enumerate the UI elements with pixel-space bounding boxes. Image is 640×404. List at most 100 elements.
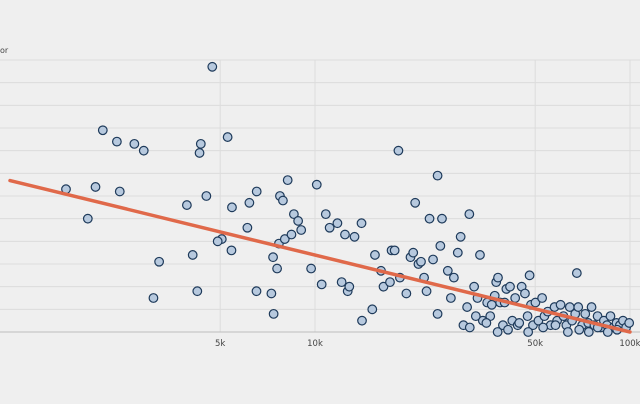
data-point bbox=[90, 182, 101, 192]
data-point bbox=[385, 277, 395, 288]
data-point bbox=[481, 318, 492, 328]
data-point bbox=[410, 197, 421, 208]
data-point bbox=[424, 213, 435, 224]
data-point bbox=[344, 281, 355, 292]
data-point bbox=[251, 186, 262, 197]
data-point bbox=[408, 247, 419, 258]
data-point bbox=[550, 320, 561, 331]
data-point bbox=[336, 277, 347, 288]
data-point bbox=[470, 311, 481, 322]
points-layer bbox=[61, 61, 635, 337]
data-point bbox=[573, 302, 584, 312]
data-point bbox=[492, 327, 503, 337]
data-point bbox=[448, 272, 459, 283]
data-point bbox=[114, 186, 125, 197]
data-point bbox=[464, 322, 475, 333]
data-point bbox=[428, 254, 438, 265]
data-point bbox=[272, 263, 282, 274]
data-point bbox=[445, 293, 456, 303]
data-point bbox=[324, 222, 335, 233]
y-axis-label-fragment: or bbox=[0, 46, 9, 55]
data-point bbox=[389, 245, 400, 256]
data-point bbox=[520, 288, 530, 299]
grid-layer bbox=[0, 59, 640, 333]
data-point bbox=[148, 293, 159, 303]
data-point bbox=[282, 175, 293, 186]
trendline-layer bbox=[8, 178, 632, 334]
data-point bbox=[469, 281, 480, 292]
data-point bbox=[574, 324, 585, 335]
data-point bbox=[562, 327, 573, 337]
x-tick-label: 5k bbox=[215, 339, 225, 349]
data-point bbox=[306, 263, 317, 274]
data-point bbox=[432, 308, 443, 319]
data-point bbox=[503, 324, 513, 335]
data-point bbox=[154, 256, 165, 267]
data-point bbox=[522, 311, 533, 322]
data-point bbox=[340, 229, 350, 240]
data-point bbox=[268, 308, 279, 319]
data-point bbox=[464, 209, 475, 220]
data-point bbox=[432, 170, 443, 181]
data-point bbox=[316, 279, 327, 290]
data-point bbox=[624, 318, 635, 328]
data-point bbox=[226, 245, 237, 256]
data-point bbox=[195, 138, 206, 149]
data-point bbox=[530, 297, 541, 308]
data-point bbox=[212, 236, 223, 247]
x-tick-label: 10k bbox=[307, 339, 323, 349]
data-point bbox=[332, 218, 343, 229]
data-point bbox=[510, 293, 521, 303]
data-point bbox=[586, 302, 597, 312]
data-point bbox=[524, 270, 535, 281]
data-point bbox=[367, 304, 378, 315]
data-point bbox=[523, 327, 534, 337]
data-point bbox=[244, 197, 255, 208]
data-point bbox=[97, 125, 108, 136]
data-point bbox=[555, 299, 566, 310]
data-point bbox=[181, 200, 192, 210]
data-point bbox=[486, 299, 497, 310]
data-point bbox=[356, 218, 367, 229]
data-point bbox=[378, 281, 389, 292]
data-point bbox=[370, 250, 380, 260]
trendline bbox=[8, 178, 632, 334]
data-point bbox=[435, 240, 446, 251]
x-tick-label: 50k bbox=[527, 339, 543, 349]
data-point bbox=[452, 247, 463, 258]
data-point bbox=[266, 288, 277, 299]
x-tick-label: 100k bbox=[619, 339, 640, 349]
data-point bbox=[571, 268, 582, 278]
data-point bbox=[129, 138, 140, 149]
data-point bbox=[279, 234, 290, 244]
data-point bbox=[393, 145, 404, 156]
data-point bbox=[320, 209, 331, 220]
data-point bbox=[242, 222, 253, 233]
data-point bbox=[286, 229, 297, 240]
data-point bbox=[111, 136, 122, 147]
data-point bbox=[514, 318, 525, 328]
data-point bbox=[222, 132, 233, 142]
data-point bbox=[442, 265, 453, 276]
data-point bbox=[421, 286, 432, 297]
data-point bbox=[194, 148, 205, 158]
data-point bbox=[538, 322, 549, 333]
data-point bbox=[455, 231, 466, 242]
data-point bbox=[311, 179, 322, 190]
data-point bbox=[462, 302, 473, 312]
data-point bbox=[138, 145, 149, 156]
data-point bbox=[192, 286, 203, 297]
data-point bbox=[416, 256, 426, 267]
data-point bbox=[251, 286, 262, 297]
data-point bbox=[580, 308, 591, 319]
data-point bbox=[475, 250, 485, 260]
data-point bbox=[437, 213, 447, 224]
data-point bbox=[82, 213, 93, 224]
data-point bbox=[187, 250, 198, 260]
data-point bbox=[227, 202, 237, 213]
data-point bbox=[201, 191, 212, 201]
data-point bbox=[537, 293, 548, 303]
data-point bbox=[288, 209, 299, 220]
data-point bbox=[349, 231, 360, 242]
